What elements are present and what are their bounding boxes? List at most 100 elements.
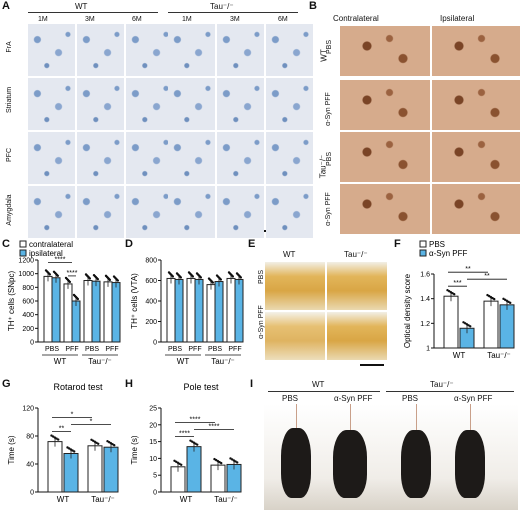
y-tick-label: 1.6: [420, 272, 430, 279]
ihc-micrograph: [266, 78, 313, 130]
ihc-micrograph: [266, 186, 313, 238]
ihc-micrograph: [28, 132, 75, 184]
ihc-micrograph: [126, 78, 173, 130]
y-tick-label: 200: [22, 326, 34, 333]
chart-f: 1 1.2 1.4 1.6 Optical density score WT Tau⁻/⁻ P…: [403, 240, 515, 360]
y-tick-label: 20: [149, 422, 157, 429]
panel-label-e: E: [248, 238, 256, 250]
y-tick-label: 800: [145, 258, 157, 265]
group-label: Tau⁻/⁻: [487, 351, 511, 360]
mouse-tail: [470, 404, 471, 430]
category-label: PBS: [208, 346, 222, 353]
group-label: WT: [57, 495, 70, 504]
genotype-wt-line: [28, 12, 158, 13]
bar: [71, 300, 81, 343]
scale-bar: [360, 364, 384, 366]
bar: [87, 445, 103, 493]
genotype-wt-line: [268, 391, 380, 392]
legend-label: α-Syn PFF: [429, 249, 468, 258]
bar: [43, 275, 53, 343]
y-tick-label: 1.4: [420, 296, 430, 303]
ihc-micrograph: [168, 24, 215, 76]
panel-label-g: G: [2, 378, 11, 390]
micrograph-tau-pff: [327, 312, 387, 360]
group-label: Tau⁻/⁻: [91, 495, 115, 504]
y-tick-label: 400: [145, 299, 157, 306]
data-point: [56, 274, 60, 277]
bar: [103, 446, 119, 493]
th-micrograph: [432, 80, 520, 130]
th-micrograph: [432, 132, 520, 182]
ihc-micrograph: [126, 186, 173, 238]
col-label-contralateral: Contralateral: [333, 14, 379, 23]
mouse-tau-pff: [455, 430, 485, 498]
panel-label-c: C: [2, 238, 10, 250]
y-tick-label: 1.2: [420, 321, 430, 328]
th-micrograph: [340, 184, 430, 234]
data-point: [220, 461, 223, 465]
group-label: Tau⁻/⁻: [88, 357, 112, 366]
category-label: PFF: [188, 346, 201, 353]
panel-label-a: A: [2, 0, 10, 12]
ihc-micrograph: [168, 132, 215, 184]
bar: [194, 278, 204, 343]
mouse-wt-pbs: [281, 428, 311, 498]
micrograph-tau-pbs: [327, 262, 387, 310]
data-point: [88, 277, 92, 280]
row-label: PBS: [326, 40, 333, 55]
ihc-micrograph: [28, 24, 75, 76]
condition-label: α-Syn PFF: [454, 394, 493, 403]
legend-swatch: [19, 249, 27, 257]
data-point: [179, 276, 183, 279]
data-point: [96, 277, 100, 281]
ihc-micrograph: [126, 24, 173, 76]
bar: [234, 278, 244, 343]
micrograph-wt-pff: [265, 312, 325, 360]
data-point: [469, 325, 472, 328]
condition-label: α-Syn PFF: [334, 394, 373, 403]
genotype-wt-label: WT: [312, 380, 325, 389]
th-micrograph: [340, 132, 430, 182]
ihc-micrograph: [77, 78, 124, 130]
genotype-tau-label: Tau⁻/⁻: [210, 2, 234, 11]
bar: [186, 277, 196, 343]
sig-label: ****: [55, 256, 66, 263]
age-label: 6M: [132, 16, 142, 23]
bar: [166, 277, 176, 343]
region-label: Striatum: [6, 86, 13, 114]
genotype-tau-line: [386, 391, 514, 392]
region-label: PFC: [6, 148, 13, 162]
ihc-micrograph: [77, 186, 124, 238]
row-label: PBS: [326, 152, 333, 167]
bar: [103, 281, 113, 343]
genotype-tau-line: [168, 12, 298, 13]
data-point: [108, 278, 112, 282]
group-label: WT: [453, 351, 466, 360]
data-point: [171, 275, 175, 278]
bar: [206, 284, 216, 343]
ihc-micrograph: [168, 186, 215, 238]
bar: [111, 282, 121, 343]
y-tick-label: 1: [426, 346, 430, 353]
data-point: [236, 461, 239, 464]
mouse-wt-pff: [333, 430, 367, 498]
data-point: [180, 463, 183, 466]
genotype-wt-label: WT: [75, 2, 88, 11]
sig-label: **: [59, 426, 65, 433]
ihc-micrograph: [126, 132, 173, 184]
panel-label-i: I: [250, 378, 254, 390]
data-point: [97, 442, 100, 445]
category-label: PFF: [105, 346, 118, 353]
data-point: [231, 275, 235, 278]
bar: [91, 280, 101, 343]
y-tick-label: 200: [145, 319, 157, 326]
y-tick-label: 600: [145, 278, 157, 285]
data-point: [211, 281, 215, 284]
y-tick-label: 80: [26, 434, 34, 441]
y-tick-label: 400: [22, 312, 34, 319]
group-label: Tau⁻/⁻: [214, 495, 238, 504]
col-label-wt: WT: [283, 250, 296, 259]
category-label: PBS: [85, 346, 99, 353]
y-axis-label: TH⁺ cells (VTA): [130, 273, 139, 329]
